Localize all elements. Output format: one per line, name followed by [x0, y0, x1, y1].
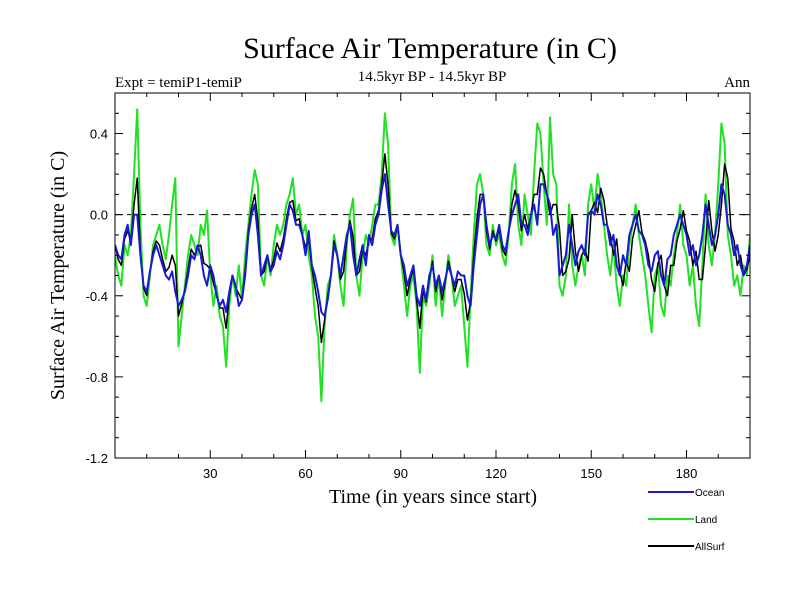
legend-label-allsurf: AllSurf — [695, 542, 725, 553]
x-tick-label: 120 — [485, 466, 507, 481]
plot-frame — [114, 92, 751, 459]
legend-label-ocean: Ocean — [695, 488, 724, 499]
x-axis-label: Time (in years since start) — [329, 486, 537, 508]
experiment-label: Expt = temiP1-temiP — [115, 75, 242, 91]
x-tick-label: 90 — [394, 466, 408, 481]
x-tick-label: 180 — [676, 466, 698, 481]
series-line-ocean — [115, 173, 750, 318]
y-tick-label: -0.8 — [86, 370, 108, 385]
period-label: 14.5kyr BP - 14.5kyr BP — [358, 69, 507, 85]
y-tick-label: 0.0 — [90, 208, 108, 223]
series-line-land — [115, 108, 750, 403]
y-axis-label: Surface Air Temperature (in C) — [47, 151, 69, 400]
legend-label-land: Land — [695, 515, 717, 526]
series-line-allsurf — [115, 153, 750, 344]
season-label: Ann — [724, 75, 750, 91]
legend: Ocean Land AllSurf — [648, 488, 725, 553]
y-tick-label: -0.4 — [86, 289, 108, 304]
x-tick-label: 30 — [203, 466, 217, 481]
chart-title: Surface Air Temperature (in C) — [243, 32, 617, 65]
y-tick-label: 0.4 — [90, 127, 108, 142]
x-tick-label: 60 — [298, 466, 312, 481]
y-tick-label: -1.2 — [86, 451, 108, 466]
x-tick-label: 150 — [580, 466, 602, 481]
